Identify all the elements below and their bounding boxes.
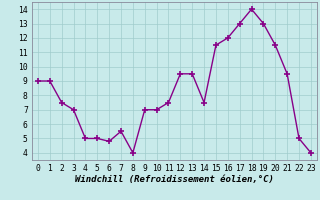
X-axis label: Windchill (Refroidissement éolien,°C): Windchill (Refroidissement éolien,°C) — [75, 175, 274, 184]
